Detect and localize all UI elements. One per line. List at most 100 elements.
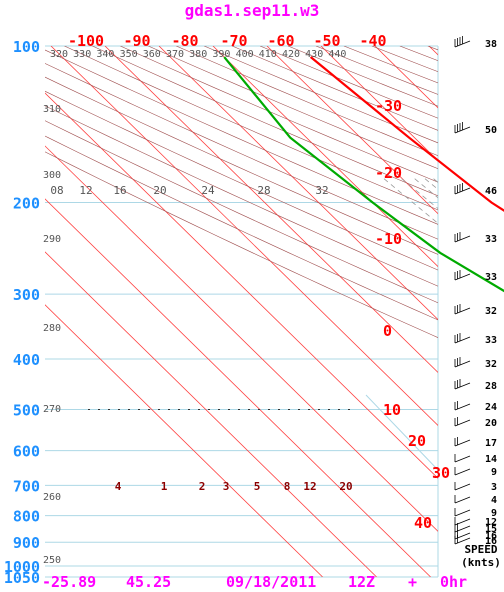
chart-title: gdas1.sep11.w3 [185,1,320,20]
wind-speed: 24 [485,402,497,413]
temp-right-label: -10 [375,230,402,248]
wind-speed: 9 [491,508,497,519]
wind-speed: 33 [485,234,497,245]
theta-label: 400 [236,49,254,60]
pressure-label: 1000 [4,558,40,576]
wind-speed: 16 [485,531,497,542]
theta-label: 390 [212,49,230,60]
theta-label: 320 [50,49,68,60]
wind-barb [454,357,471,368]
temp-top-label: -100 [68,32,104,50]
dry-adiabat-line [45,46,438,577]
wind-speed: 9 [491,467,497,478]
mixing-label: 5 [254,480,261,493]
theta-label: 290 [43,234,61,245]
wind-barb [454,417,471,427]
isobar-frame [365,394,439,471]
mixing-ratio-line [401,178,438,360]
wind-speed: 50 [485,125,497,136]
wind-barb [454,454,471,463]
wind-barb-staff [454,468,471,476]
dry-adiabat-line [120,46,438,577]
temp-right-label: 40 [414,514,432,532]
theta-label: 330 [73,49,91,60]
wind-speed: 38 [485,39,497,50]
mixing-label: 24 [201,184,215,197]
dry-adiabat-line [45,46,438,577]
mixing-ratio-line [424,178,438,360]
temp-top-label: -90 [123,32,150,50]
theta-label: 260 [43,492,61,503]
pressure-label: 300 [13,286,40,304]
mixing-label: 20 [153,184,166,197]
pressure-label: 600 [13,443,40,461]
isotherm-line [45,46,438,577]
dry-adiabat-line [45,46,438,577]
pressure-label: 900 [13,534,40,552]
isotherm-line [104,46,438,577]
theta-label: 360 [143,49,161,60]
pressure-label: 1050 [4,569,40,587]
theta-label: 430 [305,49,323,60]
dry-adiabat-line [204,46,438,577]
temp-right-label: 30 [432,464,450,482]
isotherm-line [45,46,438,577]
dry-adiabat-line [232,46,438,577]
theta-label: 310 [43,104,61,115]
wind-speed: 33 [485,335,497,346]
mixing-label: 20 [339,480,352,493]
mixing-label: 16 [113,184,126,197]
wind-barb [454,535,471,545]
dry-adiabat-line [45,46,438,577]
mixing-label: 12 [79,184,92,197]
mixing-ratio-lines [88,178,438,410]
wind-barb [454,270,471,281]
wind-speed: 14 [485,454,497,465]
speed-unit: (knts) [461,556,501,569]
wind-speed: 46 [485,186,497,197]
theta-label: 280 [43,323,61,334]
theta-label: 410 [259,49,277,60]
footer-lon: 45.25 [126,573,171,591]
wind-barb [454,36,471,48]
wind-speed: 17 [485,438,497,449]
footer-hour: 12Z [348,573,375,591]
footer-lat: -25.89 [42,573,96,591]
theta-label: 270 [43,404,61,415]
wind-speed: 20 [485,418,497,429]
pressure-label: 800 [13,508,40,526]
mixing-label: 12 [303,480,316,493]
temp-right-label: -20 [375,164,402,182]
temp-top-label: -40 [359,32,386,50]
temp-right-label: 20 [408,432,426,450]
wind-barb [454,379,471,390]
temp-top-label: -70 [220,32,247,50]
sounding-profiles [223,56,504,293]
theta-label: 370 [166,49,184,60]
theta-label: 340 [96,49,114,60]
mixing-label: 1 [161,480,168,493]
wind-barb [454,232,471,243]
mixing-label: 2 [199,480,206,493]
dry-adiabat-line [45,46,438,577]
wind-speed: 12 [485,517,497,528]
wind-speed: 3 [491,482,497,493]
dry-adiabat-line [315,46,438,577]
dewpoint-profile [223,56,504,293]
isobars [45,45,439,578]
footer-date: 09/18/2011 [226,573,316,591]
wind-speed: 28 [485,381,497,392]
wind-speed: 16 [485,536,497,547]
dry-adiabat-line [148,46,438,577]
theta-label: 350 [120,49,138,60]
theta-label: 420 [282,49,300,60]
dry-adiabat-line [45,46,438,577]
temp-right-label: 10 [383,401,401,419]
mixing-label: 28 [257,184,270,197]
wind-barb-staff [454,483,471,491]
wind-barb [454,401,471,411]
isotherm-line [45,46,377,577]
wind-speed: 32 [485,306,497,317]
